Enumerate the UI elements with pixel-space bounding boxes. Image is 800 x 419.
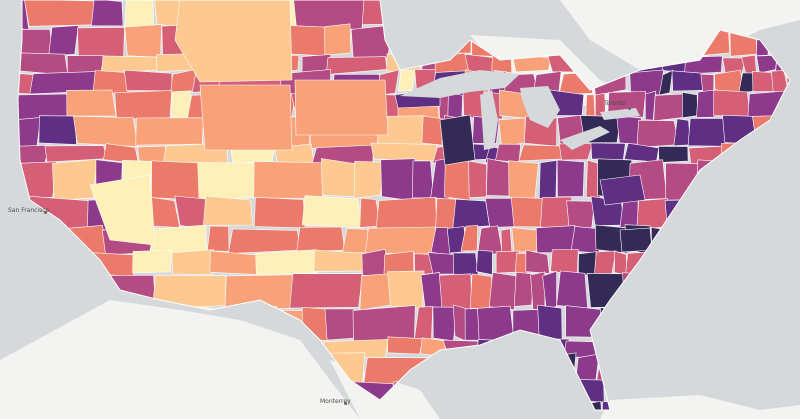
region-cell[interactable] [468,160,488,199]
cuba-caribbean-land [600,395,800,419]
region-cell[interactable] [255,249,318,276]
region-cell[interactable] [0,161,57,202]
region-cell[interactable] [38,115,77,145]
region-cell[interactable] [203,195,253,226]
region-cell[interactable] [301,195,363,229]
region-cell[interactable] [91,0,124,27]
region-cell[interactable] [73,115,139,147]
region-cell[interactable] [199,84,293,151]
lake-michigan [480,90,498,150]
region-cell[interactable] [48,25,79,57]
lake-huron [520,86,560,128]
region-cell[interactable] [387,336,424,355]
canada-landmass [0,0,800,70]
region-cell[interactable] [353,161,386,199]
region-cell[interactable] [460,225,479,252]
lake-superior [400,70,520,98]
monterrey-marker [344,402,347,405]
toronto-marker [628,107,631,110]
region-cell[interactable] [171,249,214,276]
region-cell[interactable] [89,174,156,246]
region-cell[interactable] [439,114,476,166]
region-cell[interactable] [599,174,646,206]
region-cell[interactable] [556,159,585,198]
region-cell[interactable] [658,145,689,163]
region-cell[interactable] [294,79,389,136]
san-francisco-marker [44,211,47,214]
region-cell[interactable] [696,89,718,118]
region-cell[interactable] [397,69,417,92]
city-label-monterrey: Monterrey [320,398,351,405]
region-cell[interactable] [488,271,517,311]
region-cell[interactable] [52,158,98,201]
city-label-san-francisco: San Francisco [8,207,50,214]
region-cell[interactable] [174,0,293,83]
region-cell[interactable] [658,69,674,96]
country-border [17,0,791,411]
region-cell[interactable] [542,270,557,311]
city-label-toronto: Toronto [604,100,627,107]
region-cell[interactable] [289,273,364,309]
region-cell[interactable] [132,249,173,274]
lake-ontario [600,108,640,120]
lake-erie [560,126,610,150]
region-cell[interactable] [324,23,352,56]
region-cell[interactable] [513,271,535,307]
mexico-landmass [0,300,360,419]
